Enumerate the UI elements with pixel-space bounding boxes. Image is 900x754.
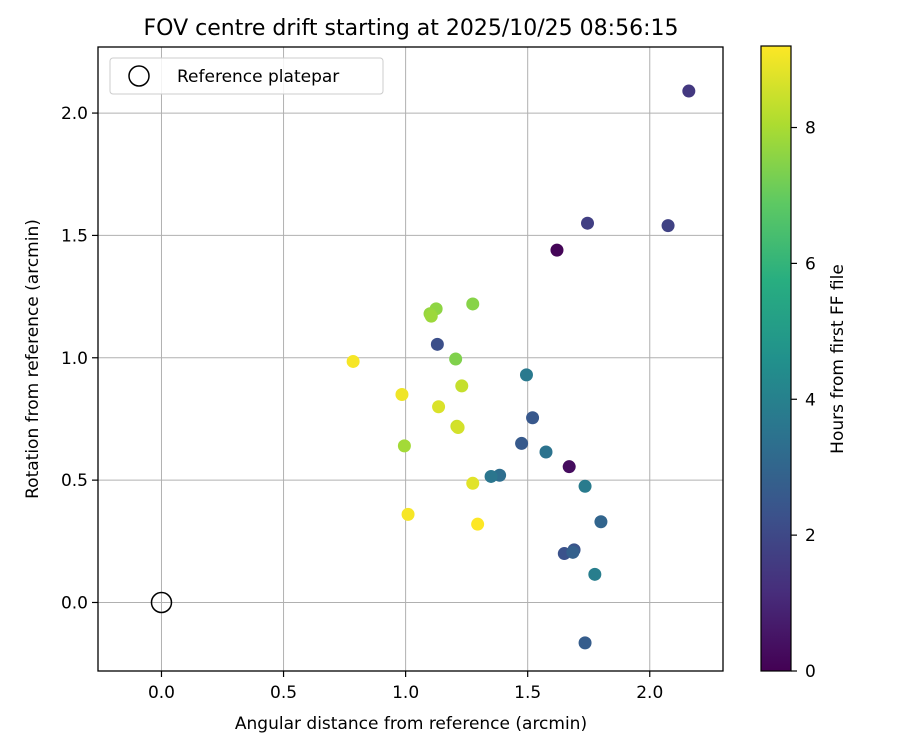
data-point xyxy=(395,387,409,401)
data-point xyxy=(449,352,463,366)
y-tick-label: 2.0 xyxy=(61,104,88,124)
data-point xyxy=(519,368,533,382)
legend-entry-label: Reference platepar xyxy=(177,67,339,87)
data-point xyxy=(397,439,411,453)
data-point xyxy=(466,476,480,490)
colorbar-gradient xyxy=(761,46,791,671)
x-axis-ticks: 0.0 0.5 1.0 1.5 2.0 xyxy=(148,671,663,703)
colorbar-tick-label: 2 xyxy=(805,526,816,546)
data-point xyxy=(566,545,580,559)
data-point xyxy=(594,515,608,529)
x-tick-label: 1.5 xyxy=(514,683,541,703)
data-point xyxy=(401,507,415,521)
y-tick-label: 1.5 xyxy=(61,226,88,246)
legend-box xyxy=(109,57,384,95)
plot-frame xyxy=(97,46,724,672)
data-point xyxy=(484,469,498,483)
data-point xyxy=(515,436,529,450)
legend: Reference platepar xyxy=(109,57,384,95)
data-point xyxy=(578,479,592,493)
x-axis-label: Angular distance from reference (arcmin) xyxy=(235,714,587,734)
data-point xyxy=(682,84,696,98)
data-point xyxy=(430,337,444,351)
data-point xyxy=(466,297,480,311)
y-axis-label: Rotation from reference (arcmin) xyxy=(23,219,43,499)
colorbar-tick-label: 4 xyxy=(805,390,816,410)
colorbar-tick-label: 0 xyxy=(805,662,816,682)
data-point xyxy=(550,243,564,257)
data-point xyxy=(581,216,595,230)
reference-marker-group xyxy=(150,591,173,614)
data-point xyxy=(578,636,592,650)
data-point xyxy=(661,219,675,233)
data-point xyxy=(451,421,465,435)
data-point xyxy=(588,567,602,581)
legend-reference-marker xyxy=(128,65,150,87)
data-point xyxy=(526,411,540,425)
colorbar-ticks: 0 2 4 6 8 xyxy=(791,119,816,682)
colorbar-tick-label: 6 xyxy=(805,254,816,274)
colorbar-label: Hours from first FF file xyxy=(828,264,848,454)
x-tick-label: 2.0 xyxy=(636,683,663,703)
data-point xyxy=(539,445,553,459)
data-point xyxy=(346,354,360,368)
y-tick-label: 1.0 xyxy=(61,349,88,369)
chart-title: FOV centre drift starting at 2025/10/25 … xyxy=(144,16,679,41)
x-tick-label: 1.0 xyxy=(392,683,419,703)
colorbar-tick-label: 8 xyxy=(805,119,816,139)
data-point xyxy=(424,309,438,323)
colorbar-frame xyxy=(760,45,792,672)
x-tick-label: 0.5 xyxy=(270,683,297,703)
x-tick-label: 0.0 xyxy=(148,683,175,703)
y-tick-label: 0.0 xyxy=(61,593,88,613)
reference-platepar-marker xyxy=(150,591,173,614)
data-point xyxy=(562,460,576,474)
data-point xyxy=(471,517,485,531)
data-point xyxy=(432,400,446,414)
grid-lines xyxy=(98,47,723,671)
y-tick-label: 0.5 xyxy=(61,471,88,491)
data-points xyxy=(346,84,696,650)
y-axis-ticks: 0.0 0.5 1.0 1.5 2.0 xyxy=(61,104,98,613)
data-point xyxy=(455,379,469,393)
